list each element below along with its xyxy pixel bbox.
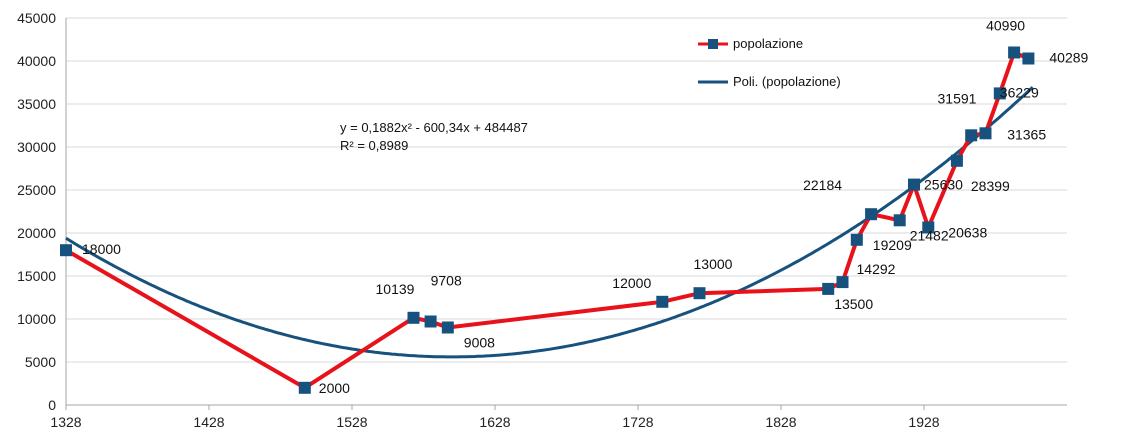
data-label: 28399 (971, 178, 1010, 194)
data-label: 13000 (694, 256, 733, 272)
y-tick-label: 40000 (17, 53, 56, 69)
data-point-marker (424, 315, 437, 328)
legend-series-marker (708, 39, 718, 49)
data-point-marker (908, 178, 920, 191)
data-label: 12000 (612, 275, 651, 291)
data-label: 21482 (910, 227, 949, 243)
y-tick-label: 0 (48, 397, 56, 413)
legend-series-label: popolazione (733, 36, 803, 51)
y-tick-label: 5000 (25, 354, 56, 370)
data-point-marker (850, 233, 863, 246)
data-label: 31365 (1007, 126, 1046, 142)
data-label: 9008 (464, 335, 495, 351)
data-point-marker (1022, 52, 1035, 65)
data-label: 40289 (1049, 50, 1088, 66)
data-point-marker (407, 311, 420, 324)
data-label: 14292 (857, 261, 896, 277)
data-point-marker (922, 221, 935, 234)
x-axis-ticks: 1328 1428 1528 1628 1728 1828 1928 (50, 405, 940, 430)
y-tick-label: 45000 (17, 10, 56, 26)
data-point-marker (441, 321, 454, 334)
y-tick-label: 10000 (17, 311, 56, 327)
axes (65, 18, 1067, 406)
x-tick-label: 1328 (50, 414, 81, 430)
data-label: 20638 (948, 225, 987, 241)
x-tick-label: 1528 (336, 414, 367, 430)
y-axis-ticks: 0 5000 10000 15000 20000 25000 30000 35000 40000… (17, 10, 56, 413)
r-squared-text: R² = 0,8989 (340, 138, 408, 153)
y-tick-label: 30000 (17, 139, 56, 155)
equation-annotation: y = 0,1882x² - 600,34x + 484487 R² = 0,8… (340, 120, 528, 153)
y-tick-label: 35000 (17, 96, 56, 112)
y-tick-label: 15000 (17, 268, 56, 284)
series-layer (60, 46, 1035, 394)
data-point-marker (865, 208, 878, 221)
data-point-marker (965, 129, 978, 142)
equation-text: y = 0,1882x² - 600,34x + 484487 (340, 120, 528, 135)
data-label: 25630 (924, 177, 963, 193)
y-tick-label: 25000 (17, 182, 56, 198)
legend-trend-label: Poli. (popolazione) (733, 74, 841, 89)
data-point-marker (979, 127, 992, 140)
data-label: 40990 (986, 18, 1025, 34)
data-label: 13500 (834, 296, 873, 312)
data-point-marker (893, 214, 906, 227)
data-point-marker (1008, 46, 1021, 59)
data-point-marker (298, 381, 311, 394)
data-point-marker (950, 154, 963, 167)
x-tick-label: 1928 (908, 414, 939, 430)
x-tick-label: 1828 (765, 414, 796, 430)
x-tick-label: 1428 (193, 414, 224, 430)
data-labels-layer: 18000 2000 10139 9708 9008 12000 13000 13500 142… (82, 18, 1089, 396)
data-point-marker (693, 287, 706, 300)
data-point-marker (822, 282, 835, 295)
data-label: 9708 (431, 273, 462, 289)
legend: popolazione Poli. (popolazione) (698, 36, 841, 89)
data-label: 18000 (82, 241, 121, 257)
data-label: 36229 (1000, 84, 1039, 100)
x-tick-label: 1728 (622, 414, 653, 430)
data-label: 19209 (873, 237, 912, 253)
data-point-marker (836, 276, 849, 289)
data-point-marker (656, 295, 669, 308)
data-label: 2000 (319, 380, 350, 396)
data-label: 31591 (938, 90, 977, 106)
data-label: 10139 (376, 281, 415, 297)
data-point-marker (993, 87, 1006, 100)
y-tick-label: 20000 (17, 225, 56, 241)
x-tick-label: 1628 (479, 414, 510, 430)
population-line (65, 50, 1030, 390)
data-label: 22184 (803, 177, 842, 193)
data-point-marker (60, 244, 72, 257)
